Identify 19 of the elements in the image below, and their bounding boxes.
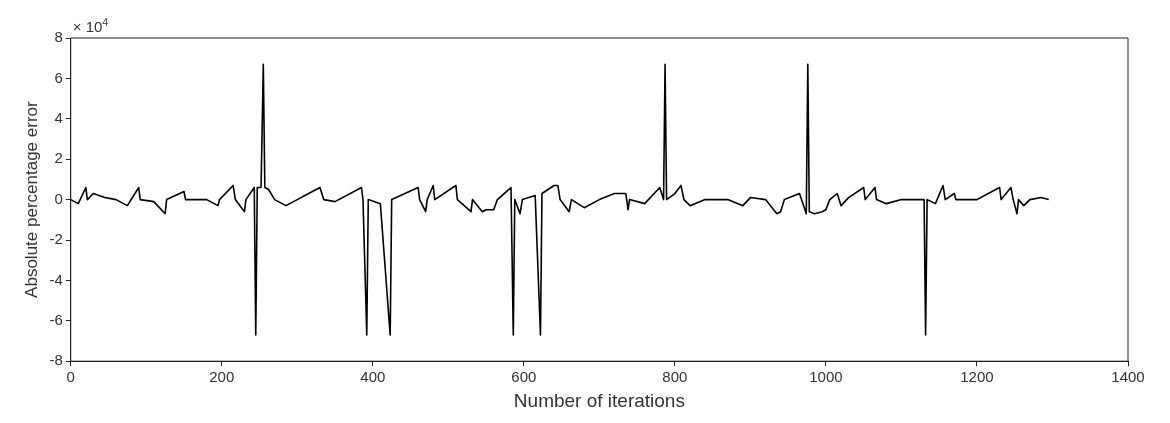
x-tick-label: 1400 — [1111, 368, 1145, 386]
y-tick-label: -4 — [49, 270, 63, 288]
x-tick-label: 800 — [662, 368, 688, 386]
y-tick-label: 0 — [54, 189, 63, 207]
x-tick-label: 200 — [209, 368, 235, 386]
y-tick-label: -6 — [49, 310, 63, 328]
x-tick-label: 400 — [360, 368, 386, 386]
x-tick-label: 0 — [66, 368, 75, 386]
y-tick-label: -2 — [49, 230, 63, 248]
x-axis-title: Number of iterations — [513, 389, 685, 411]
y-tick-label: 6 — [54, 68, 63, 86]
x-tick-label: 1200 — [960, 368, 994, 386]
y-axis-title: Absolute percentage error — [21, 100, 41, 298]
y-tick-label: -8 — [49, 351, 63, 369]
y-tick-label: 8 — [54, 28, 63, 46]
y-tick-label: 2 — [54, 149, 63, 167]
x-tick-label: 600 — [511, 368, 537, 386]
y-tick-label: 4 — [54, 108, 63, 126]
x-tick-label: 1000 — [809, 368, 843, 386]
